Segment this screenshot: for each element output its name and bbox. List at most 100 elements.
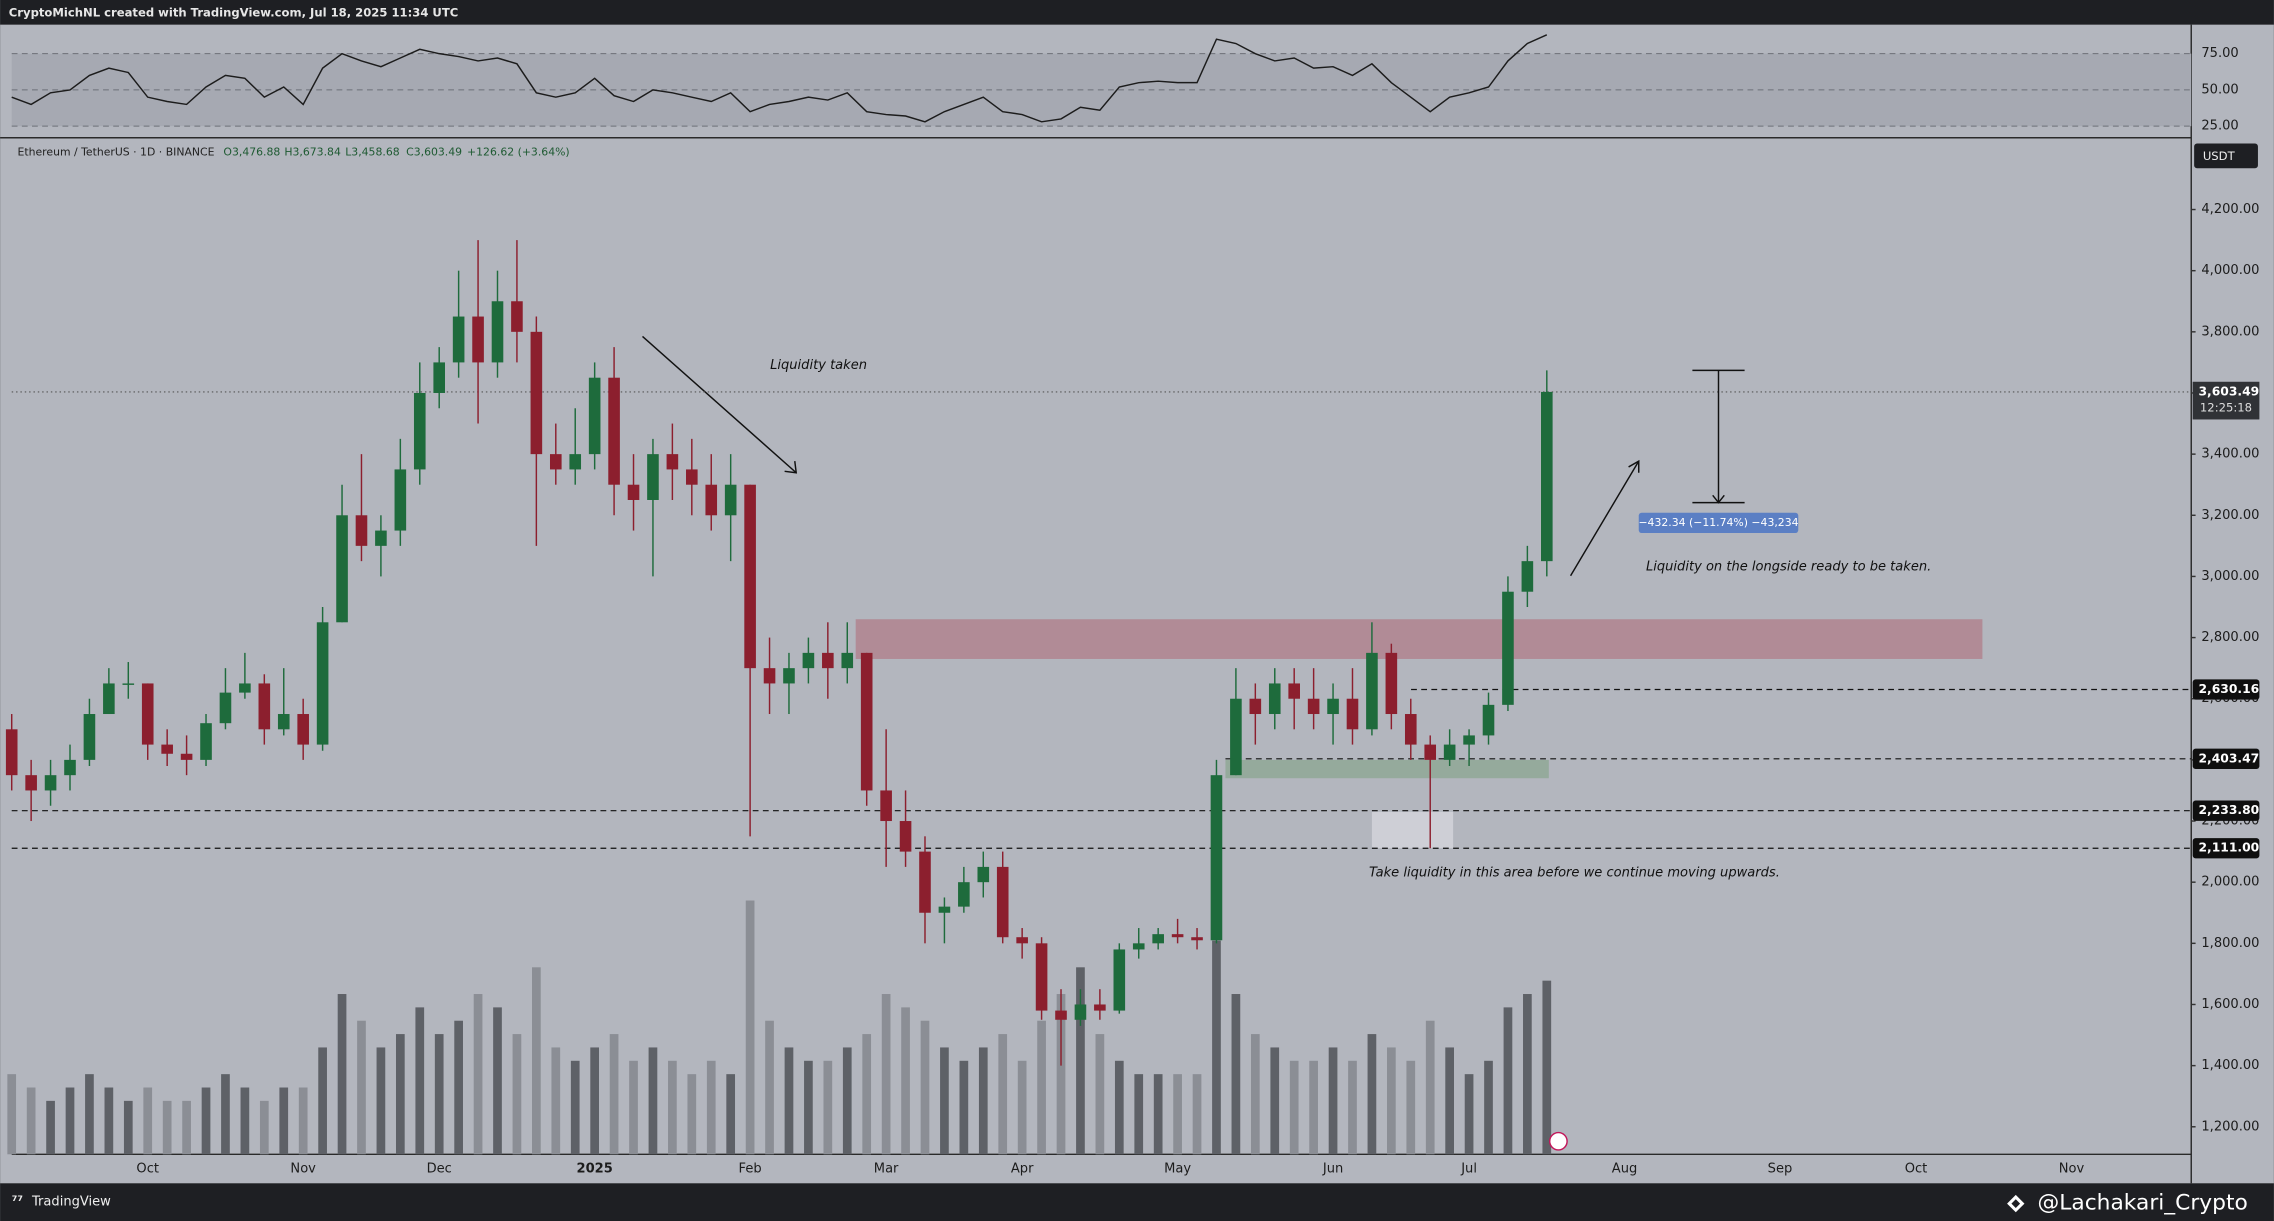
candle-body	[122, 683, 135, 685]
candle-body	[375, 530, 387, 546]
x-tick-label: Oct	[1905, 1161, 1928, 1176]
candle-body	[277, 714, 290, 730]
volume-bar	[415, 1007, 425, 1155]
volume-bar	[298, 1087, 308, 1155]
candle-body	[1074, 1004, 1087, 1020]
candle-body	[394, 469, 407, 531]
arrow	[642, 335, 797, 474]
candle-body	[1191, 937, 1203, 941]
logo-mark: ⁷⁷	[12, 1195, 23, 1210]
candle-body	[413, 392, 426, 470]
volume-bar	[745, 900, 755, 1155]
zone	[855, 619, 1983, 659]
volume-bar	[1445, 1047, 1454, 1155]
level-label: 2,630.16	[2198, 682, 2259, 696]
volume-bar	[1095, 1034, 1105, 1155]
volume-bar	[784, 1047, 794, 1155]
candle-body	[724, 484, 737, 516]
level-tag	[2192, 800, 2260, 821]
volume-bar	[143, 1087, 153, 1155]
volume-bar	[357, 1020, 366, 1155]
ohlc-open: O3,476.88	[223, 145, 280, 158]
candle-body	[1113, 949, 1126, 1011]
x-tick-label: Apr	[1011, 1161, 1034, 1176]
symbol-title: Ethereum / TetherUS · 1D · BINANCE	[18, 145, 215, 158]
y-tick-label: 2,800.00	[2201, 630, 2259, 645]
candle-body	[1249, 698, 1262, 715]
ohlc-change: +126.62 (+3.64%)	[467, 145, 570, 158]
arrow-head	[784, 461, 798, 474]
candle-body	[1521, 561, 1534, 592]
candle-body	[258, 683, 271, 730]
candle-body	[977, 866, 990, 883]
last-price-label: 3,603.49	[2198, 384, 2259, 398]
volume-bar	[201, 1087, 211, 1155]
candle-body	[5, 729, 18, 776]
zone	[1225, 759, 1549, 779]
volume-bar	[376, 1047, 386, 1155]
candle-body	[511, 301, 523, 332]
arrow-head	[1628, 459, 1640, 473]
candle-body	[1171, 934, 1184, 938]
candle-body	[1366, 652, 1378, 730]
candle-body	[1055, 1010, 1067, 1020]
volume-bar	[862, 1034, 872, 1155]
candle-body	[452, 316, 465, 363]
volume-bar	[1153, 1074, 1163, 1155]
rsi-tick-label: 50.00	[2201, 82, 2238, 97]
candle-body	[355, 515, 368, 546]
volume-bar	[668, 1060, 677, 1155]
candle-body	[180, 753, 193, 760]
candle-body	[1094, 1004, 1106, 1011]
volume-bar	[1387, 1047, 1396, 1155]
y-tick-label: 1,200.00	[2201, 1119, 2259, 1134]
volume-bar	[726, 1074, 736, 1155]
volume-bar	[473, 994, 483, 1155]
x-tick-label: 2025	[576, 1161, 612, 1176]
volume-bar	[1367, 1034, 1377, 1155]
currency-box	[2194, 143, 2258, 169]
y-tick-label: 1,600.00	[2201, 997, 2259, 1012]
candle-body	[996, 866, 1009, 938]
candle-body	[1327, 698, 1339, 715]
volume-bar	[1464, 1074, 1474, 1155]
volume-bar	[104, 1087, 114, 1155]
volume-bar	[881, 994, 891, 1155]
volume-bar	[940, 1047, 949, 1155]
x-tick-label: Nov	[2059, 1161, 2085, 1176]
candle-body	[1541, 391, 1553, 562]
candle-body	[141, 683, 154, 745]
volume-bar	[1114, 1060, 1124, 1155]
x-tick-label: Nov	[290, 1161, 316, 1176]
watermark: @Lachakari_Crypto	[2038, 1191, 2248, 1216]
candle-body	[549, 454, 562, 470]
candle-body	[783, 668, 795, 684]
volume-bar	[629, 1060, 638, 1155]
top-bar	[0, 0, 2274, 25]
footer-bar	[0, 1183, 2274, 1221]
candle-body	[161, 744, 173, 754]
level-label: 2,403.47	[2198, 751, 2259, 765]
x-tick-label: Dec	[427, 1161, 452, 1176]
measure-box	[1638, 512, 1799, 534]
y-tick-label: 3,200.00	[2201, 508, 2259, 523]
candle-body	[1016, 937, 1028, 944]
candle-body	[297, 714, 309, 745]
candle-body	[763, 668, 776, 684]
candle-body	[705, 484, 718, 516]
volume-bar	[706, 1060, 716, 1155]
y-tick-label: 3,400.00	[2201, 447, 2259, 462]
candle-body	[608, 377, 620, 485]
annotation: Liquidity taken	[770, 358, 867, 373]
currency: USDT	[2203, 149, 2236, 163]
candle-body	[1424, 744, 1437, 760]
rsi-tick-label: 75.00	[2201, 46, 2238, 61]
candle-body	[1307, 698, 1320, 715]
y-tick-label: 3,800.00	[2201, 324, 2259, 339]
rsi-tick-label: 25.00	[2201, 119, 2238, 134]
volume-bar	[221, 1074, 230, 1155]
event-icon	[1548, 1131, 1568, 1151]
volume-bar	[570, 1060, 580, 1155]
volume-bar	[978, 1047, 988, 1155]
